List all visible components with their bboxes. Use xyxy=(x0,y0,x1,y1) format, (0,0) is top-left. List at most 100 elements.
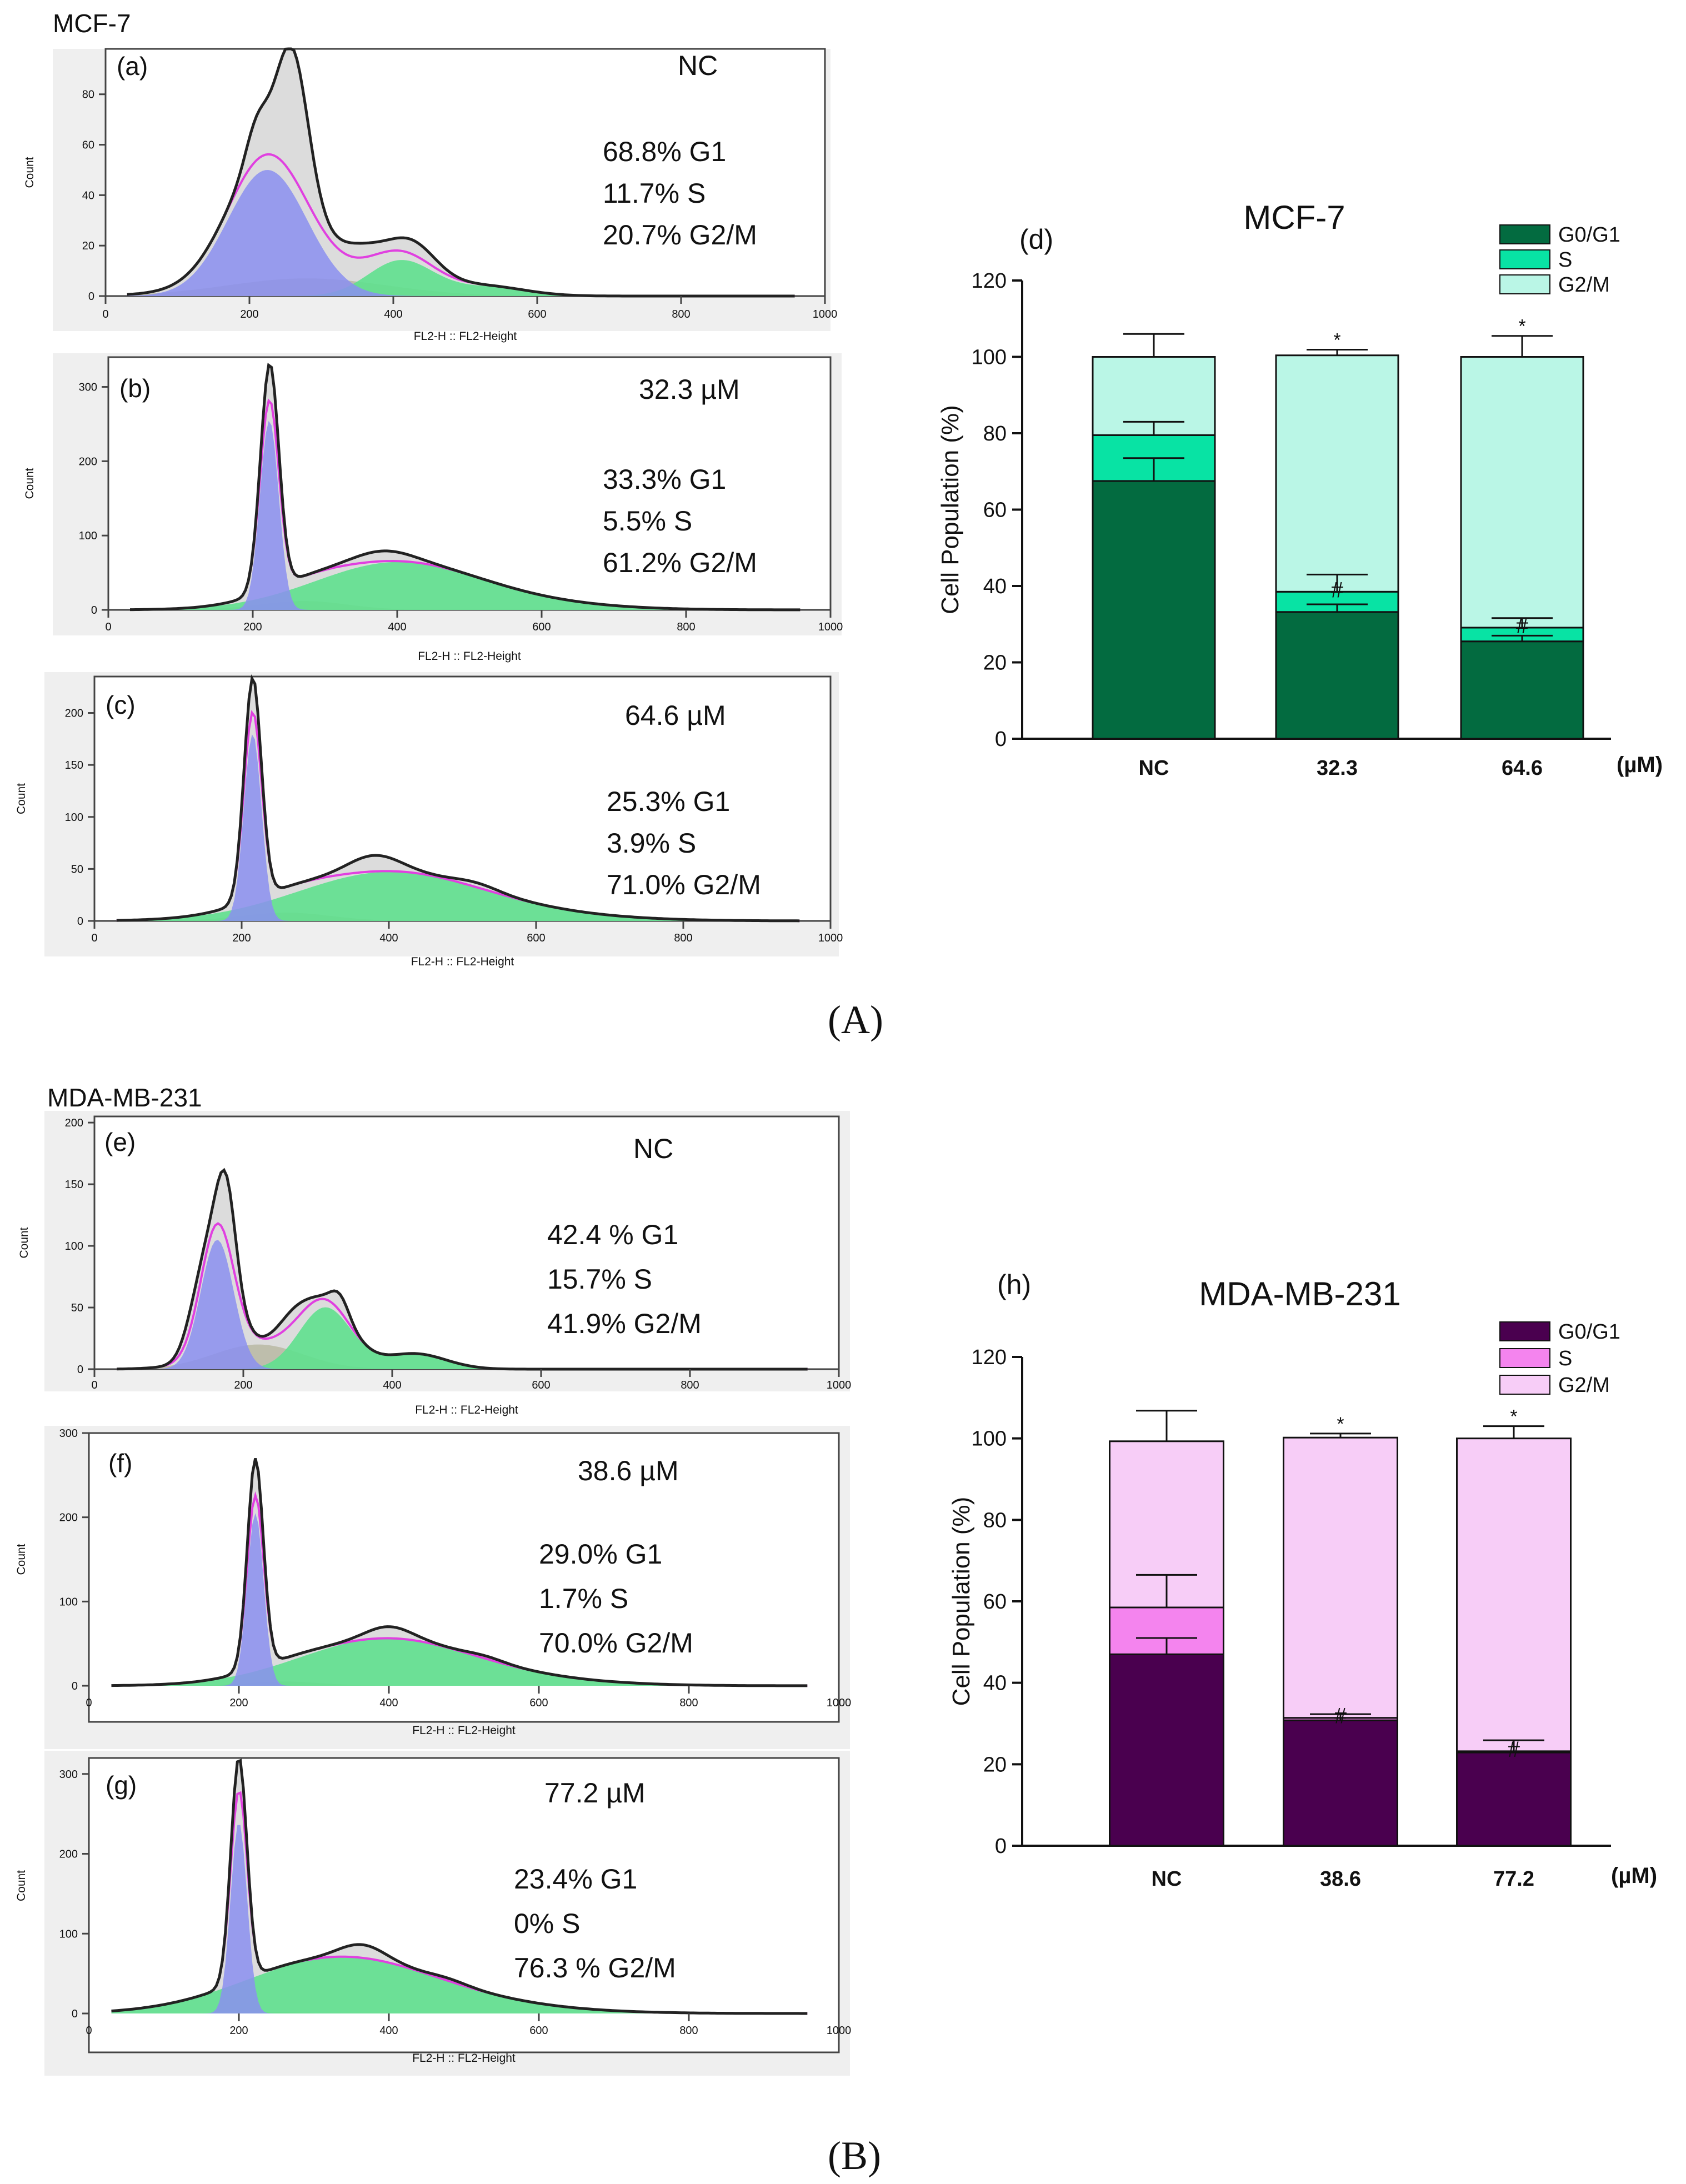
y-tick-label: 200 xyxy=(59,1849,78,1861)
y-axis-label: Count xyxy=(15,1544,28,1575)
phase-percent-annotation: 15.7% S xyxy=(547,1264,652,1295)
y-axis-label: Count xyxy=(23,468,36,499)
y-tick-label: 40 xyxy=(983,1672,1007,1695)
y-tick-label: 0 xyxy=(72,2008,78,2020)
phase-percent-annotation: 1.7% S xyxy=(539,1583,628,1614)
y-tick-label: 40 xyxy=(983,575,1007,598)
x-tick-label: 1000 xyxy=(818,932,843,944)
y-tick-label: 100 xyxy=(972,346,1007,369)
bar-segment-g0g1 xyxy=(1275,611,1399,740)
histogram-g2m-area xyxy=(116,871,800,921)
x-axis-label: FL2-H :: FL2-Height xyxy=(411,955,514,968)
y-tick-label: 80 xyxy=(82,89,94,101)
histogram-g1-area xyxy=(116,734,800,921)
bar-segment-g0g1 xyxy=(1109,1653,1224,1847)
panel-label: (g) xyxy=(106,1771,137,1800)
significance-star: * xyxy=(1510,1406,1517,1427)
legend-swatch xyxy=(1499,1375,1550,1395)
phase-percent-annotation: 76.3 % G2/M xyxy=(514,1952,676,1983)
y-tick-label: 100 xyxy=(79,530,97,542)
y-tick-label: 20 xyxy=(983,1753,1007,1776)
legend-swatch xyxy=(1499,224,1550,244)
x-tick-label: 200 xyxy=(240,308,258,320)
histogram-g2m-area xyxy=(117,1307,808,1369)
panel-label: (c) xyxy=(106,690,136,719)
x-tick-label: 400 xyxy=(379,932,398,944)
phase-percent-annotation: 23.4% G1 xyxy=(514,1864,637,1895)
phase-percent-annotation: 71.0% G2/M xyxy=(607,869,761,900)
x-tick-label: 800 xyxy=(674,932,692,944)
x-tick-label: 0 xyxy=(91,1379,97,1391)
y-tick-label: 0 xyxy=(77,1364,83,1376)
legend-swatch xyxy=(1499,274,1550,294)
category-label: NC xyxy=(1152,1867,1182,1891)
y-axis-label: Count xyxy=(18,1227,31,1258)
figure-label-A: (A) xyxy=(828,998,883,1042)
category-label: NC xyxy=(1139,757,1169,780)
y-tick-label: 150 xyxy=(65,1179,83,1191)
bar-segment-g0g1 xyxy=(1460,640,1584,740)
figure-label-B: (B) xyxy=(828,2133,881,2178)
bar-chart-h: 0 20 40 60 80 100 120 Cell Population (%) NC * #38… xyxy=(948,1269,1657,1891)
phase-percent-annotation: 68.8% G1 xyxy=(603,136,726,167)
y-axis-label: Cell Population (%) xyxy=(948,1497,975,1706)
x-axis-label: FL2-H :: FL2-Height xyxy=(418,650,521,663)
histogram-g1-area xyxy=(127,170,795,296)
condition-label: NC xyxy=(678,50,718,81)
phase-percent-annotation: 25.3% G1 xyxy=(607,786,730,817)
y-tick-label: 120 xyxy=(972,269,1007,293)
x-tick-label: 1000 xyxy=(813,308,838,320)
panel-e xyxy=(44,1111,850,1391)
y-tick-label: 60 xyxy=(82,139,94,152)
panel-label: (b) xyxy=(119,374,151,403)
histogram-g1-area xyxy=(117,1240,808,1369)
x-tick-label: 400 xyxy=(379,1697,398,1709)
significance-star: * xyxy=(1337,1414,1344,1435)
y-tick-label: 120 xyxy=(972,1346,1007,1369)
panel-g xyxy=(44,1751,850,2076)
y-tick-label: 200 xyxy=(65,1117,83,1129)
legend-swatch xyxy=(1499,249,1550,269)
legend-swatch xyxy=(1499,1348,1550,1368)
histogram-total-line xyxy=(111,1759,808,2015)
histogram-g1-area xyxy=(130,420,801,610)
significance-hash: # xyxy=(1331,578,1344,602)
x-tick-label: 1000 xyxy=(818,621,843,633)
bar-segment-g2m xyxy=(1283,1436,1398,1719)
y-tick-label: 100 xyxy=(59,1596,78,1608)
histogram-g2m-area xyxy=(127,260,795,296)
x-tick-label: 0 xyxy=(86,2025,92,2037)
panel-b xyxy=(53,353,842,635)
condition-label: NC xyxy=(633,1133,673,1164)
y-tick-label: 60 xyxy=(983,1590,1007,1614)
y-tick-label: 100 xyxy=(65,812,83,824)
bar-segment-g2m xyxy=(1460,356,1584,629)
unit-label: (µM) xyxy=(1611,1864,1657,1888)
phase-percent-annotation: 5.5% S xyxy=(603,505,692,537)
phase-percent-annotation: 61.2% G2/M xyxy=(603,547,757,578)
x-tick-label: 400 xyxy=(384,308,402,320)
unit-label: (µM) xyxy=(1617,753,1663,777)
x-tick-label: 800 xyxy=(681,1379,699,1391)
group-title-mda: MDA-MB-231 xyxy=(47,1083,202,1112)
y-axis-label: Cell Population (%) xyxy=(937,405,964,614)
phase-percent-annotation: 3.9% S xyxy=(607,828,696,859)
x-tick-label: 800 xyxy=(677,621,695,633)
histogram-g1-area xyxy=(111,1513,808,1686)
x-axis-label: FL2-H :: FL2-Height xyxy=(412,2052,516,2065)
x-tick-label: 600 xyxy=(527,932,545,944)
y-tick-label: 200 xyxy=(59,1512,78,1524)
y-tick-label: 0 xyxy=(88,290,94,303)
y-tick-label: 0 xyxy=(77,915,83,928)
phase-percent-annotation: 11.7% S xyxy=(603,178,706,209)
legend-label: S xyxy=(1558,1347,1572,1370)
phase-percent-annotation: 42.4 % G1 xyxy=(547,1219,678,1250)
y-tick-label: 100 xyxy=(65,1240,83,1253)
x-tick-label: 600 xyxy=(529,2025,548,2037)
x-tick-label: 1000 xyxy=(827,1379,852,1391)
